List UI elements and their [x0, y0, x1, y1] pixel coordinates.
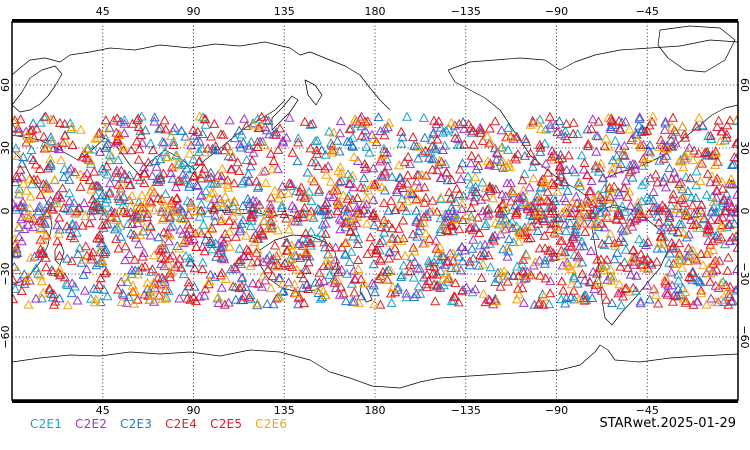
top-lon-label: 180 — [365, 5, 386, 18]
left-lat-label: −60 — [0, 325, 12, 348]
antarctica-coast — [12, 344, 738, 389]
right-lat-label: 30 — [738, 141, 750, 155]
north-america-coast — [447, 39, 738, 71]
right-lat-labels: 60 30 0 −30 −60 — [738, 78, 750, 349]
bottom-lon-label: 45 — [96, 404, 110, 417]
bottom-lon-label: −90 — [545, 404, 568, 417]
left-lat-label: 60 — [0, 78, 12, 92]
top-lon-label: 45 — [96, 5, 110, 18]
product-label: STARwet.2025-01-29 — [599, 416, 736, 431]
bottom-lon-labels: 45 90 135 180 −135 −90 −45 — [96, 404, 659, 417]
top-lon-labels: 45 90 135 180 −135 −90 −45 — [96, 5, 659, 18]
africa-coast — [12, 149, 53, 286]
legend-item-c2e1: C2E1 — [30, 417, 63, 431]
obs-triangles-c2e6 — [12, 111, 738, 310]
left-lat-label: 0 — [0, 208, 12, 215]
obs-triangles-c2e5 — [12, 111, 737, 309]
bottom-lon-label: 135 — [274, 404, 295, 417]
legend-item-c2e6: C2E6 — [255, 417, 288, 431]
top-lon-label: −135 — [451, 5, 481, 18]
observation-markers — [12, 111, 738, 310]
legend-item-c2e3: C2E3 — [120, 417, 153, 431]
left-lat-label: 30 — [0, 141, 12, 155]
newzealand-coast — [359, 281, 373, 303]
graticule — [12, 22, 738, 400]
scandinavia-coast — [12, 65, 63, 113]
top-lon-label: 90 — [187, 5, 201, 18]
bottom-lon-label: 90 — [187, 404, 201, 417]
kamchatka-coast — [304, 79, 323, 106]
legend-item-c2e5: C2E5 — [210, 417, 243, 431]
left-lat-label: −30 — [0, 262, 12, 285]
top-lon-label: −90 — [545, 5, 568, 18]
left-lat-labels: 60 30 0 −30 −60 — [0, 78, 12, 349]
legend-item-c2e4: C2E4 — [165, 417, 198, 431]
greenland-coast — [657, 25, 736, 73]
right-lat-label: 0 — [738, 208, 750, 215]
bottom-lon-label: −135 — [451, 404, 481, 417]
right-lat-label: −30 — [738, 262, 750, 285]
top-lon-label: −45 — [636, 5, 659, 18]
right-lat-label: −60 — [738, 325, 750, 348]
japan-coast — [271, 95, 299, 131]
eurasia-coast — [12, 41, 391, 111]
top-lon-label: 135 — [274, 5, 295, 18]
bottom-lon-label: −45 — [636, 404, 659, 417]
bottom-frame-band — [12, 400, 738, 403]
legend-item-c2e2: C2E2 — [75, 417, 108, 431]
right-lat-label: 60 — [738, 78, 750, 92]
madagascar-coast — [54, 241, 65, 266]
legend: C2E1 C2E2 C2E3 C2E4 C2E5 C2E6 — [30, 417, 300, 431]
top-frame-band — [12, 19, 738, 22]
south-asia-coast — [12, 99, 286, 176]
bottom-lon-label: 180 — [365, 404, 386, 417]
